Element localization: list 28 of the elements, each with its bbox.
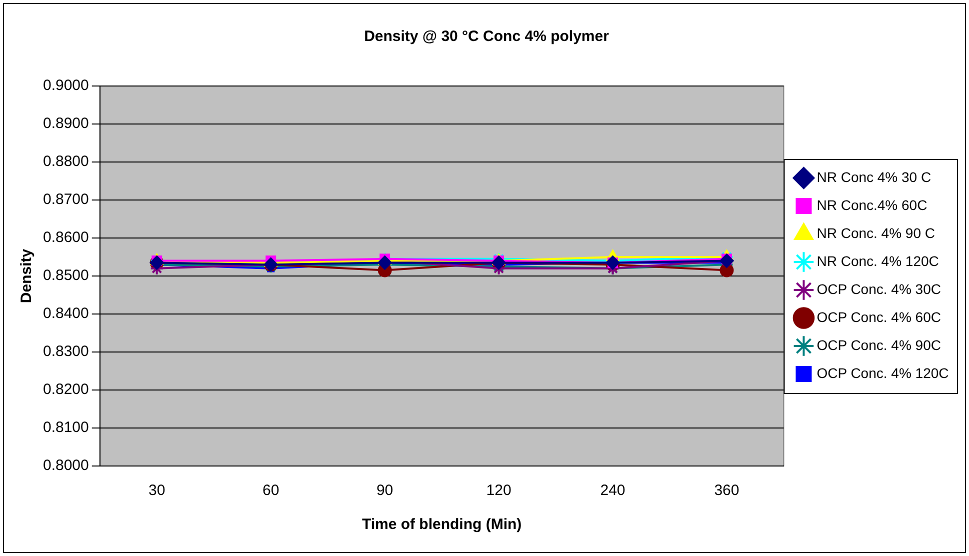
x-tick-label: 240	[600, 482, 626, 500]
y-tick-label: 0.8600	[42, 229, 89, 246]
y-tick-label: 0.8100	[42, 419, 89, 436]
legend-label: OCP Conc. 4% 60C	[816, 308, 941, 325]
y-tick-label: 0.8900	[42, 115, 89, 132]
y-tick-label: 0.8400	[42, 305, 89, 322]
y-axis-title: Density	[18, 248, 36, 304]
legend-label: NR Conc 4% 30 C	[816, 168, 932, 185]
legend-label: OCP Conc. 4% 30C	[816, 280, 941, 297]
y-tick-label: 0.9000	[42, 77, 89, 94]
x-tick-label: 60	[262, 482, 280, 500]
x-tick-label: 30	[148, 482, 166, 500]
legend-label: NR Conc. 4% 90 C	[816, 224, 935, 241]
legend-label: NR Conc.4% 60C	[816, 196, 928, 213]
y-tick-label: 0.8800	[42, 153, 89, 170]
y-tick-label: 0.8500	[42, 267, 89, 284]
y-tick-label: 0.8700	[42, 191, 89, 208]
x-tick-label: 360	[714, 482, 740, 500]
chart-title: Density @ 30 °C Conc 4% polymer	[364, 28, 610, 46]
x-axis-title: Time of blending (Min)	[362, 516, 522, 534]
x-tick-label: 120	[486, 482, 512, 500]
legend-label: NR Conc. 4% 120C	[816, 252, 939, 269]
y-tick-label: 0.8000	[42, 457, 89, 474]
y-tick-label: 0.8200	[42, 381, 89, 398]
y-tick-label: 0.8300	[42, 343, 89, 360]
x-tick-label: 90	[376, 482, 394, 500]
legend-label: OCP Conc. 4% 90C	[816, 336, 941, 353]
legend-label: OCP Conc. 4% 120C	[816, 364, 949, 381]
